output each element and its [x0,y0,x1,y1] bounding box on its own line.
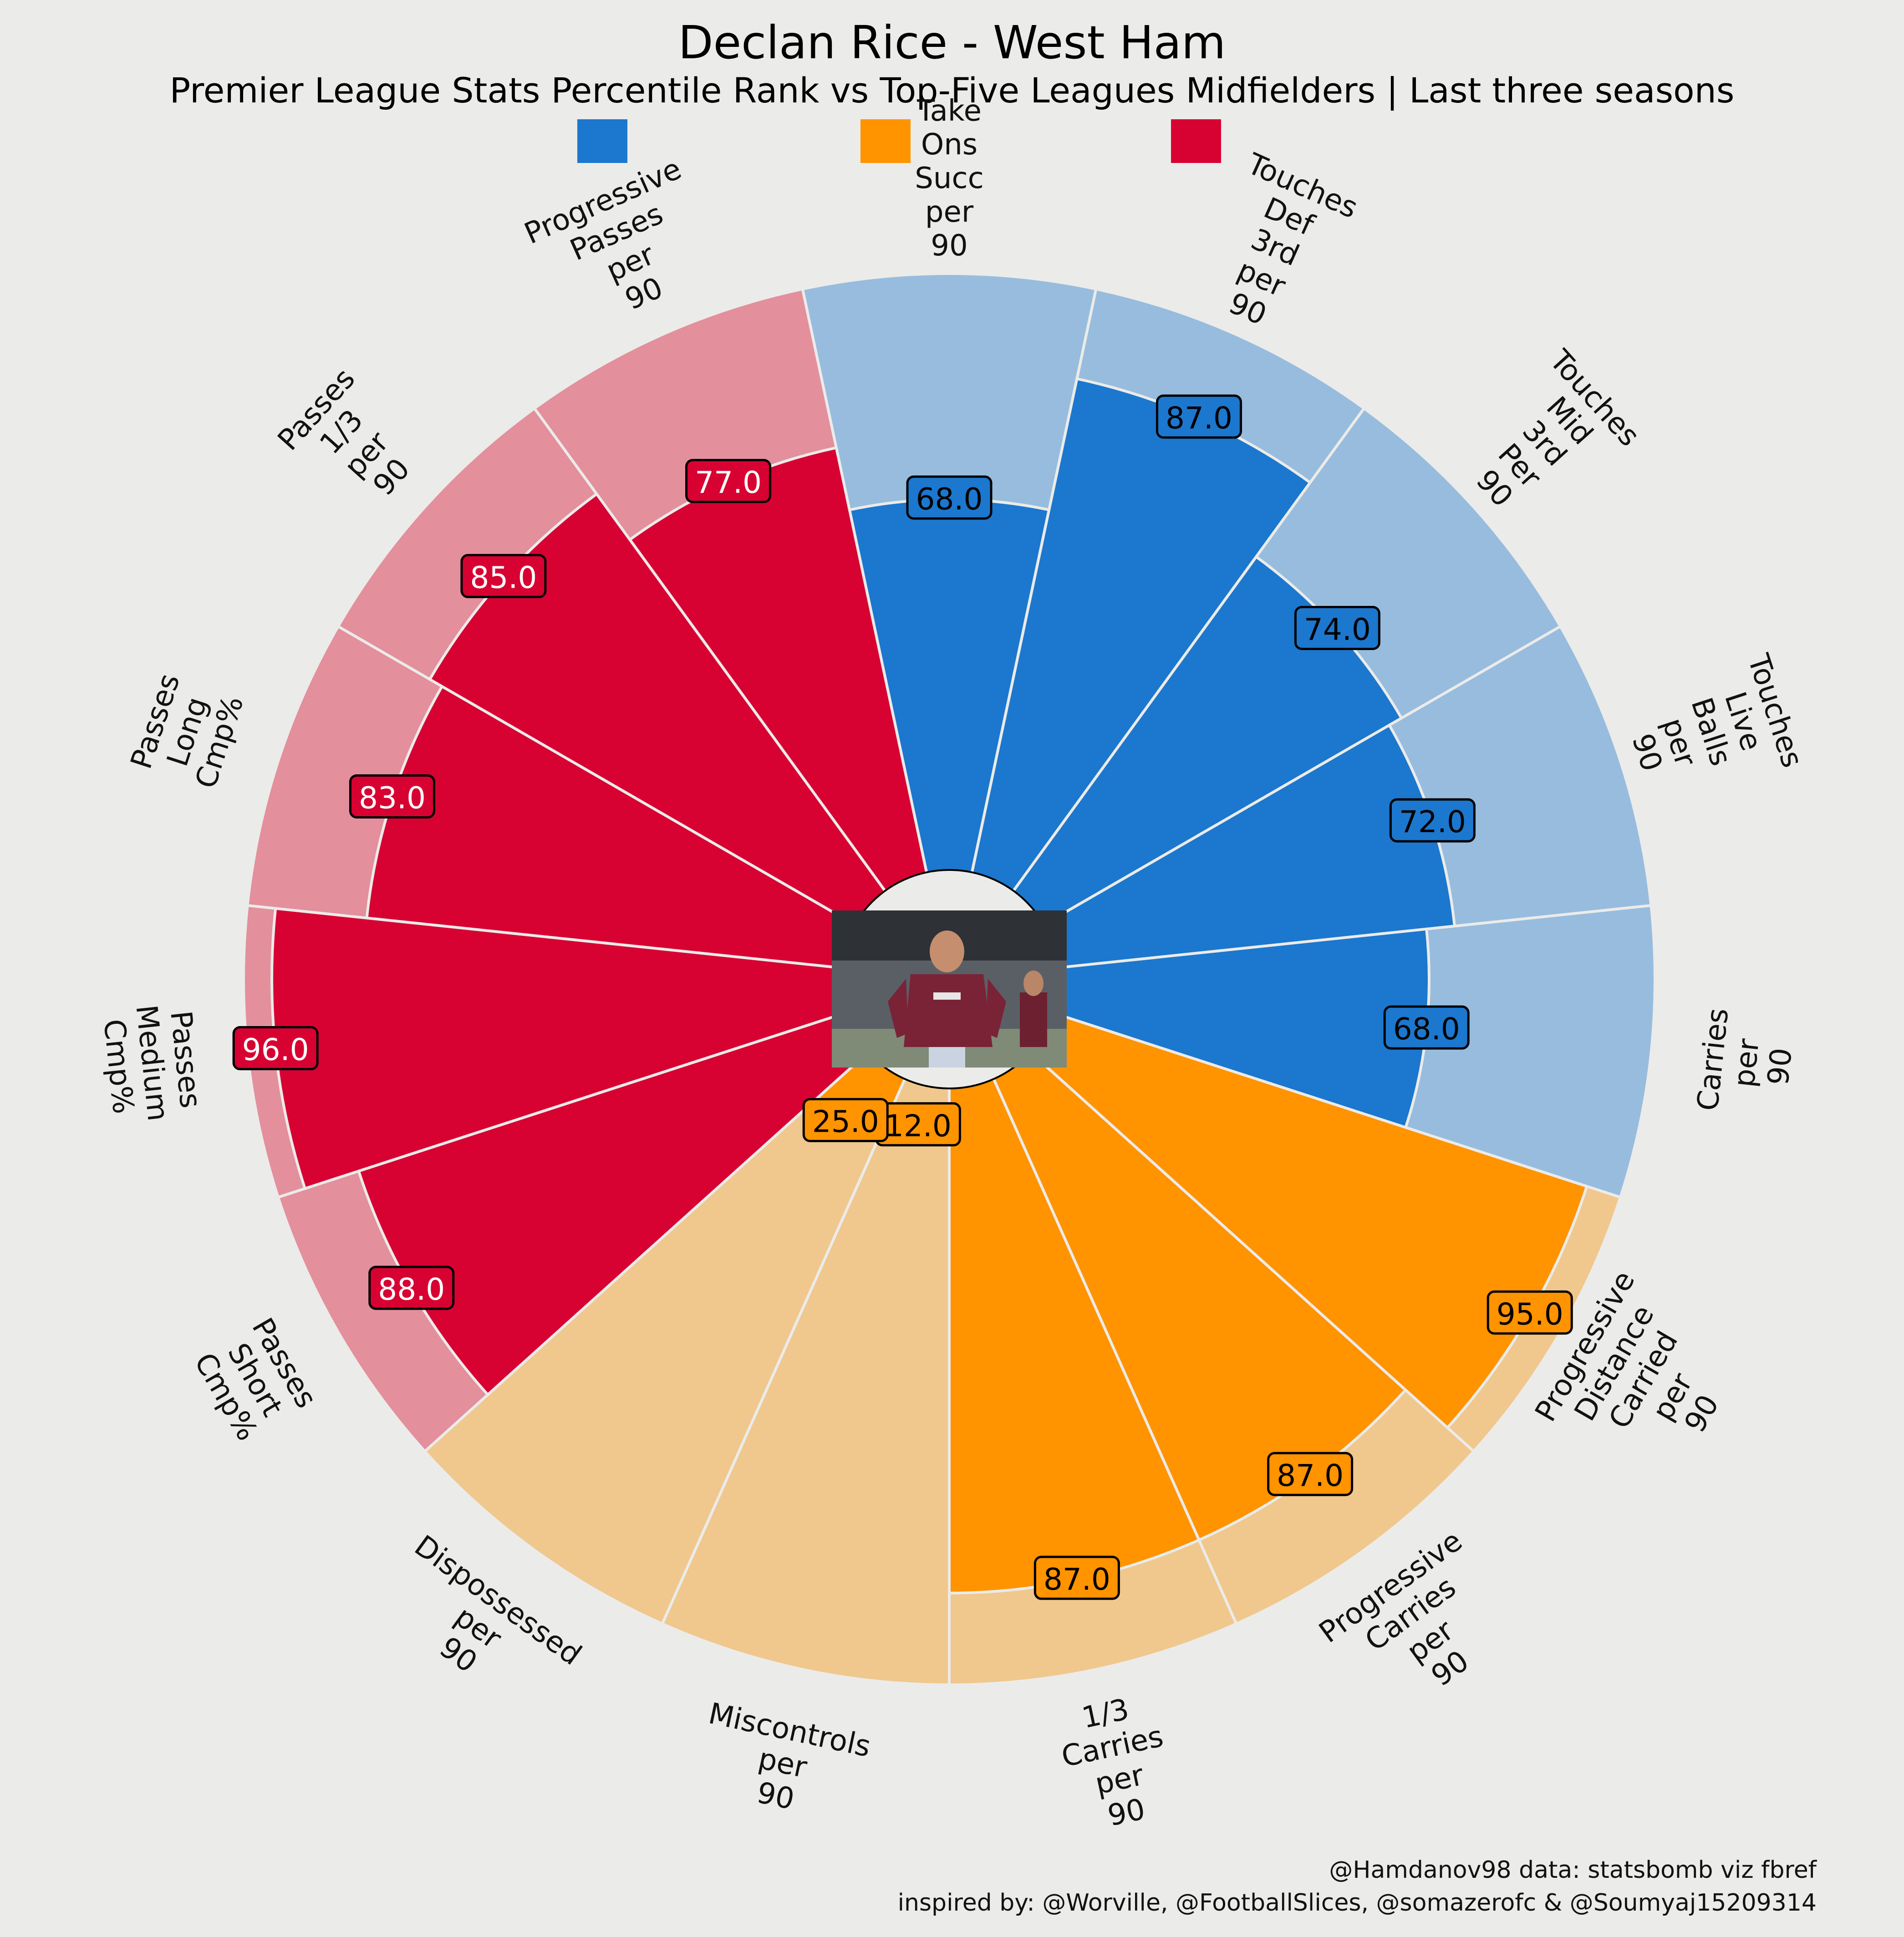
value-label: 68.0 [1383,1005,1470,1050]
value-label: 87.0 [1267,1452,1354,1496]
value-label: 85.0 [460,554,547,598]
value-label: 96.0 [232,1026,319,1071]
legend-swatch [577,119,627,163]
slice-background [660,978,951,1687]
value-label: 95.0 [1487,1290,1573,1335]
value-label: 68.0 [906,475,993,520]
svg-text:87.0: 87.0 [1277,1458,1344,1493]
value-label: 87.0 [1033,1556,1120,1600]
svg-text:68.0: 68.0 [916,482,983,517]
player-photo [832,910,1067,1068]
param-label: Take Ons Succ per 90 [915,94,984,263]
chart-slices [242,272,1656,1687]
param-label: PassesMediumCmp% [96,1000,209,1126]
legend-swatch [860,119,911,163]
value-label: 87.0 [1156,394,1242,439]
svg-text:85.0: 85.0 [470,560,537,595]
value-label: 83.0 [349,774,435,819]
svg-text:87.0: 87.0 [1044,1562,1110,1597]
svg-text:72.0: 72.0 [1399,804,1466,839]
svg-text:68.0: 68.0 [1393,1012,1460,1047]
value-label: 25.0 [802,1098,889,1142]
param-label: PassesShortCmp% [187,1312,323,1448]
value-label: 74.0 [1294,606,1380,651]
credits-line-2: inspired by: @Worville, @FootballSlices,… [898,1889,1817,1917]
chart-title: Declan Rice - West Ham [678,16,1226,69]
value-label: 88.0 [368,1266,455,1310]
value-label: 72.0 [1389,798,1476,843]
legend [577,119,1221,163]
credits-line-1: @Hamdanov98 data: statsbomb viz fbref [1329,1856,1817,1884]
value-label: 12.0 [875,1102,961,1147]
svg-text:77.0: 77.0 [695,465,762,500]
svg-text:25.0: 25.0 [812,1104,879,1139]
svg-text:95.0: 95.0 [1497,1296,1563,1332]
svg-text:87.0: 87.0 [1166,401,1232,436]
chart-value-labels: 68.0 87.0 74.0 72.0 68.0 95.0 87.0 87.0 12.025.0… [232,394,1573,1600]
svg-text:83.0: 83.0 [359,780,426,815]
value-label: 77.0 [685,459,772,503]
param-label: 1/3Carriesper90 [1052,1687,1181,1840]
legend-swatch [1171,119,1221,163]
svg-text:74.0: 74.0 [1304,612,1371,647]
chart-center [832,869,1067,1089]
svg-text:88.0: 88.0 [378,1272,445,1307]
svg-text:96.0: 96.0 [242,1032,309,1068]
svg-text:12.0: 12.0 [885,1108,952,1144]
chart-subtitle: Premier League Stats Percentile Rank vs … [170,70,1735,111]
